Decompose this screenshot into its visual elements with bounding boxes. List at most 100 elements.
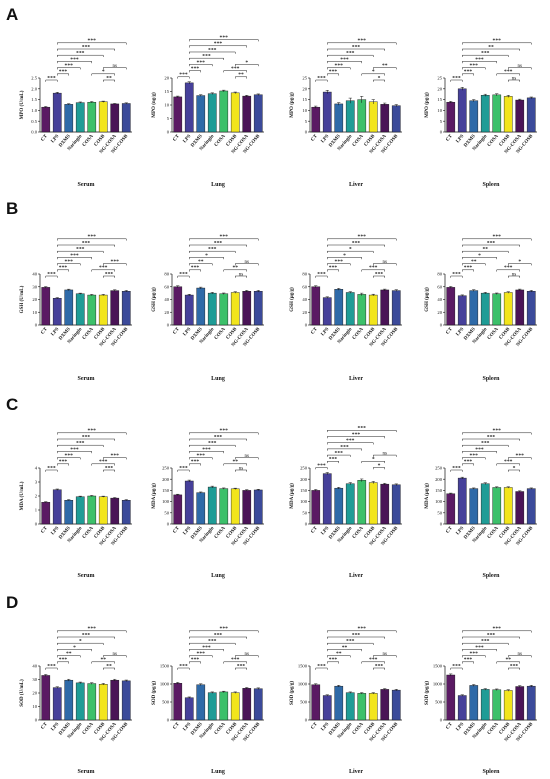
y-tick-label-b-serum: 10	[32, 310, 37, 315]
bar-d-lung-3	[207, 692, 217, 721]
y-axis-label-c-serum: MDA (U/mL)	[20, 481, 25, 510]
sig-bracket-b-serum	[103, 275, 115, 278]
sig-label-d-spleen: ***	[493, 626, 502, 632]
sig-label-d-liver: ***	[375, 663, 384, 669]
bar-a-spleen-1	[457, 88, 467, 133]
bar-a-spleen-2	[469, 100, 479, 133]
sig-label-d-serum: ***	[47, 663, 56, 669]
y-tick-label-d-lung: 0	[167, 718, 170, 723]
y-tick-label-b-liver: 20	[302, 310, 307, 315]
bar-a-spleen-6	[515, 99, 525, 133]
sig-bracket-d-lung	[189, 636, 247, 639]
sig-bracket-a-spleen	[462, 67, 486, 70]
sig-bracket-d-serum	[57, 655, 81, 658]
y-tick-label-b-liver: 80	[302, 272, 307, 277]
bar-d-spleen-0	[446, 674, 456, 721]
category-label-b-serum-4: COSA	[82, 327, 95, 341]
sig-label-a-liver: ***	[358, 38, 367, 44]
sig-bracket-b-liver	[327, 269, 339, 272]
sig-bracket-c-liver	[327, 442, 374, 445]
category-label-b-lung-0: CT	[172, 327, 181, 336]
category-label-c-lung-1: LPS	[183, 526, 193, 536]
y-axis-label-c-lung: MDA (µg/g)	[152, 483, 157, 509]
category-label-d-spleen-4: COSA	[487, 722, 500, 736]
sig-label-d-serum: ***	[82, 632, 91, 638]
y-tick-label-a-liver: 15	[302, 97, 307, 102]
category-label-c-lung-0: CT	[172, 526, 181, 535]
bar-a-lung-1	[184, 82, 194, 133]
sig-bracket-d-lung	[189, 649, 224, 652]
category-label-c-spleen-4: COSA	[487, 526, 500, 540]
bar-c-liver-5	[368, 482, 378, 525]
sig-bracket-d-liver	[327, 630, 397, 633]
y-tick-label-b-serum: 40	[32, 272, 37, 277]
sig-label-b-serum: ***	[70, 253, 79, 259]
y-tick-label-d-liver: 0	[305, 718, 308, 723]
y-tick-label-c-spleen: 100	[435, 499, 443, 504]
sig-bracket-c-serum	[103, 457, 127, 460]
tissue-label-c-liver: Liver	[349, 573, 363, 579]
sig-label-a-lung: ***	[197, 60, 206, 66]
bar-c-lung-7	[253, 489, 263, 525]
sig-bracket-c-liver	[373, 467, 385, 470]
sig-label-d-serum: **	[66, 651, 72, 657]
y-tick-label-b-spleen: 40	[437, 297, 442, 302]
bar-a-liver-1	[322, 91, 332, 133]
sig-bracket-c-lung	[177, 469, 190, 472]
sig-label-a-liver: ***	[340, 57, 349, 63]
bar-a-liver-2	[334, 103, 344, 133]
sig-label-d-spleen: ***	[487, 632, 496, 638]
bar-d-spleen-3	[480, 689, 490, 721]
sig-label-b-lung: ns	[239, 272, 244, 277]
sig-bracket-b-serum	[57, 257, 92, 260]
sig-bracket-a-spleen	[462, 42, 532, 45]
sig-bracket-c-lung	[235, 457, 259, 460]
sig-label-a-serum: ***	[82, 44, 91, 50]
sig-bracket-a-spleen	[508, 67, 532, 70]
bar-a-lung-0	[173, 96, 183, 133]
sig-bracket-b-lung	[189, 257, 224, 260]
bar-c-lung-6	[242, 490, 252, 525]
sig-label-c-lung: ***	[208, 441, 217, 447]
bar-d-serum-2	[64, 679, 74, 721]
sig-bracket-c-liver	[327, 436, 385, 439]
bar-c-spleen-7	[526, 488, 536, 525]
sig-bracket-d-lung	[189, 630, 259, 633]
sig-label-c-serum: ***	[82, 434, 91, 440]
bar-a-serum-2	[64, 104, 74, 133]
category-label-d-spleen-0: CT	[445, 722, 454, 731]
sig-bracket-b-spleen	[462, 263, 486, 266]
bar-b-lung-2	[196, 287, 206, 326]
sig-label-a-lung: ***	[179, 72, 188, 78]
bar-a-liver-5	[368, 101, 378, 133]
y-tick-label-b-liver: 40	[302, 297, 307, 302]
bar-d-liver-3	[345, 692, 355, 721]
category-label-a-lung-1: LPS	[183, 134, 193, 144]
sig-label-b-serum: ***	[65, 259, 74, 265]
sig-bracket-a-lung	[189, 70, 201, 73]
y-tick-label-d-liver: 1500	[298, 664, 308, 669]
bar-d-spleen-2	[469, 685, 479, 721]
sig-label-b-spleen: ***	[452, 271, 461, 277]
sig-label-a-liver: **	[382, 63, 388, 69]
sig-label-b-serum: ***	[82, 240, 91, 246]
bar-a-spleen-5	[503, 96, 513, 133]
bar-d-spleen-6	[515, 686, 525, 721]
sig-bracket-d-lung	[177, 667, 190, 670]
category-label-b-lung-1: LPS	[183, 327, 193, 337]
bar-c-liver-6	[380, 483, 390, 525]
category-label-d-lung-0: CT	[172, 722, 181, 731]
sig-label-b-spleen: ns	[512, 272, 517, 277]
bar-b-lung-4	[219, 293, 229, 326]
sig-bracket-a-serum	[103, 79, 115, 82]
sig-bracket-c-spleen	[508, 469, 520, 472]
row-label-c: C	[6, 395, 18, 414]
sig-label-b-liver: *	[343, 253, 346, 259]
sig-bracket-c-serum	[57, 444, 104, 447]
sig-label-b-lung: **	[198, 259, 204, 265]
